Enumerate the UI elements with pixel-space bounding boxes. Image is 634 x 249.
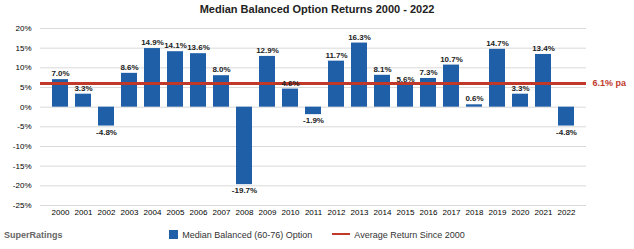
html-text:Average Return Since 2000: Average Return Since 2000: [354, 229, 465, 240]
svg-text:2006: 2006: [190, 208, 208, 217]
html-text:Median Balanced Option Returns: Median Balanced Option Returns 2000 - 20…: [199, 3, 435, 15]
svg-text:5.6%: 5.6%: [396, 75, 414, 84]
svg-text:-4.8%: -4.8%: [556, 128, 577, 137]
svg-text:8.1%: 8.1%: [373, 65, 391, 74]
svg-text:-5%: -5%: [17, 122, 31, 131]
svg-text:16.3%: 16.3%: [348, 33, 371, 42]
svg-text:14.7%: 14.7%: [486, 39, 509, 48]
svg-text:2008: 2008: [236, 208, 254, 217]
svg-text:2018: 2018: [466, 208, 484, 217]
svg-text:2017: 2017: [443, 208, 461, 217]
svg-text:2010: 2010: [282, 208, 300, 217]
svg-text:2003: 2003: [121, 208, 139, 217]
svg-text:2012: 2012: [328, 208, 346, 217]
svg-text:2009: 2009: [259, 208, 277, 217]
svg-text:12.9%: 12.9%: [256, 46, 279, 55]
svg-text:2019: 2019: [489, 208, 507, 217]
svg-text:7.3%: 7.3%: [419, 68, 437, 77]
svg-text:7.0%: 7.0%: [51, 69, 69, 78]
svg-text:2015: 2015: [397, 208, 415, 217]
html-text:Median Balanced (60-76) Option: Median Balanced (60-76) Option: [182, 229, 313, 240]
svg-text:2001: 2001: [75, 208, 93, 217]
svg-text:2013: 2013: [351, 208, 369, 217]
svg-text:13.6%: 13.6%: [187, 43, 210, 52]
svg-text:4.6%: 4.6%: [281, 79, 299, 88]
svg-text:-1.9%: -1.9%: [303, 116, 324, 125]
svg-text:8.6%: 8.6%: [120, 63, 138, 72]
svg-text:2021: 2021: [535, 208, 553, 217]
svg-text:2020: 2020: [512, 208, 530, 217]
svg-text:-25%: -25%: [13, 201, 32, 210]
svg-text:-20%: -20%: [13, 181, 32, 190]
svg-text:-4.8%: -4.8%: [96, 128, 117, 137]
svg-text:15%: 15%: [15, 44, 31, 53]
svg-text:2014: 2014: [374, 208, 392, 217]
svg-text:2007: 2007: [213, 208, 231, 217]
svg-text:6.1% pa: 6.1% pa: [593, 78, 628, 88]
html-text:SuperRatings: SuperRatings: [4, 230, 63, 240]
svg-text:8.0%: 8.0%: [212, 65, 230, 74]
svg-text:0%: 0%: [20, 103, 32, 112]
svg-text:2005: 2005: [167, 208, 185, 217]
svg-text:3.3%: 3.3%: [74, 84, 92, 93]
svg-text:-10%: -10%: [13, 142, 32, 151]
svg-text:2011: 2011: [305, 208, 323, 217]
svg-text:10.7%: 10.7%: [440, 55, 463, 64]
svg-text:2022: 2022: [558, 208, 576, 217]
svg-text:0.6%: 0.6%: [465, 94, 483, 103]
svg-text:2002: 2002: [98, 208, 116, 217]
svg-text:2004: 2004: [144, 208, 162, 217]
svg-text:11.7%: 11.7%: [325, 51, 347, 60]
svg-text:5%: 5%: [20, 83, 32, 92]
svg-text:-15%: -15%: [13, 162, 32, 171]
svg-text:14.1%: 14.1%: [164, 41, 187, 50]
svg-text:2016: 2016: [420, 208, 438, 217]
svg-text:-19.7%: -19.7%: [232, 186, 257, 195]
svg-text:2000: 2000: [52, 208, 70, 217]
svg-text:20%: 20%: [15, 24, 31, 33]
svg-text:3.3%: 3.3%: [511, 84, 529, 93]
svg-text:14.9%: 14.9%: [141, 38, 164, 47]
svg-text:13.4%: 13.4%: [532, 44, 555, 53]
svg-text:10%: 10%: [15, 63, 31, 72]
